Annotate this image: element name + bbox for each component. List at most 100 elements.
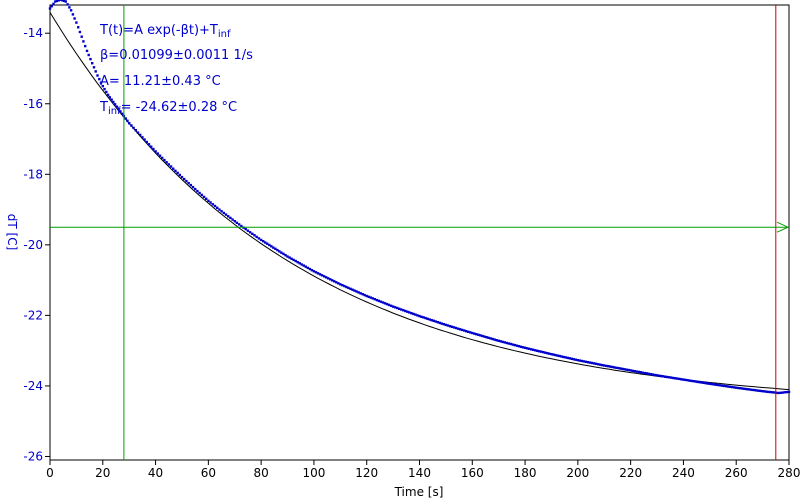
data-point xyxy=(224,213,228,216)
data-point xyxy=(564,356,567,359)
x-tick-label: 60 xyxy=(201,466,216,480)
data-point xyxy=(101,84,104,88)
data-point xyxy=(59,0,62,1)
data-point xyxy=(216,206,219,209)
data-point xyxy=(48,7,52,10)
data-point xyxy=(253,234,256,237)
data-point xyxy=(647,372,651,375)
data-point xyxy=(576,359,580,362)
x-tick-label: 100 xyxy=(302,466,325,480)
data-point xyxy=(741,387,744,390)
data-point xyxy=(361,293,364,296)
data-point xyxy=(255,235,258,239)
data-point xyxy=(290,257,293,260)
data-point xyxy=(525,347,529,350)
data-point xyxy=(103,87,106,91)
data-point xyxy=(724,385,728,388)
data-point xyxy=(393,306,397,309)
data-point xyxy=(312,270,316,273)
data-point xyxy=(523,346,527,349)
data-point xyxy=(538,350,541,353)
data-point xyxy=(213,204,217,208)
data-point xyxy=(357,291,360,294)
data-point xyxy=(55,0,59,3)
data-point xyxy=(262,240,265,243)
data-point xyxy=(659,374,663,378)
data-point xyxy=(629,369,632,372)
data-point xyxy=(783,391,786,394)
data-point xyxy=(169,165,173,168)
data-point xyxy=(66,3,69,6)
data-point xyxy=(542,351,545,354)
data-point xyxy=(702,381,705,384)
data-point xyxy=(550,353,553,356)
data-point xyxy=(592,362,596,365)
data-point xyxy=(718,384,722,387)
data-point xyxy=(580,359,584,363)
data-point xyxy=(335,281,338,284)
data-point xyxy=(761,390,764,393)
data-point xyxy=(375,298,379,302)
data-point xyxy=(503,341,506,344)
data-point xyxy=(682,378,685,381)
data-point xyxy=(477,333,480,336)
data-point xyxy=(507,342,510,345)
data-point xyxy=(700,381,703,384)
data-point xyxy=(231,218,234,221)
data-point xyxy=(119,110,122,113)
data-point xyxy=(161,156,164,160)
data-point xyxy=(757,389,760,392)
data-point xyxy=(202,195,206,199)
annotation-tinf: T xyxy=(99,100,108,115)
data-point xyxy=(113,103,117,106)
data-point xyxy=(229,216,232,220)
data-point xyxy=(150,145,153,148)
data-point xyxy=(130,124,133,127)
data-point xyxy=(406,310,409,313)
svg-text:Tinf= -24.62±0.28 °C: Tinf= -24.62±0.28 °C xyxy=(99,100,237,117)
data-point xyxy=(408,311,411,314)
data-point xyxy=(471,331,474,335)
data-point xyxy=(493,338,496,341)
data-point xyxy=(763,390,766,393)
data-point xyxy=(548,352,551,355)
data-point xyxy=(355,290,358,293)
x-tick-label: 40 xyxy=(148,466,163,480)
data-point xyxy=(465,330,468,333)
data-point xyxy=(501,340,504,344)
data-point xyxy=(314,271,318,274)
data-point xyxy=(126,119,129,122)
data-point xyxy=(304,265,307,268)
data-point xyxy=(446,324,450,327)
data-point xyxy=(558,354,561,358)
data-point xyxy=(460,328,464,332)
data-point xyxy=(331,279,334,282)
x-tick-label: 260 xyxy=(725,466,748,480)
data-point xyxy=(91,62,94,65)
data-point xyxy=(668,376,671,379)
data-point xyxy=(84,44,87,48)
data-point xyxy=(454,326,458,330)
data-point xyxy=(322,275,326,278)
data-point xyxy=(710,382,714,386)
data-point xyxy=(603,364,606,367)
data-point xyxy=(670,376,673,379)
arrow-right-icon xyxy=(776,221,790,233)
data-point xyxy=(452,326,456,329)
data-point xyxy=(678,377,681,381)
data-point xyxy=(442,323,446,326)
data-point xyxy=(426,317,429,320)
data-point xyxy=(698,381,701,384)
data-point xyxy=(316,272,320,275)
data-point xyxy=(205,197,208,200)
data-point xyxy=(278,250,281,253)
data-point xyxy=(570,357,573,360)
data-point xyxy=(509,342,513,346)
data-point xyxy=(178,173,181,177)
data-point xyxy=(633,370,636,373)
data-point xyxy=(517,345,521,348)
data-point xyxy=(684,378,687,382)
data-point xyxy=(434,320,437,323)
data-point xyxy=(120,112,124,115)
data-point xyxy=(597,363,600,366)
